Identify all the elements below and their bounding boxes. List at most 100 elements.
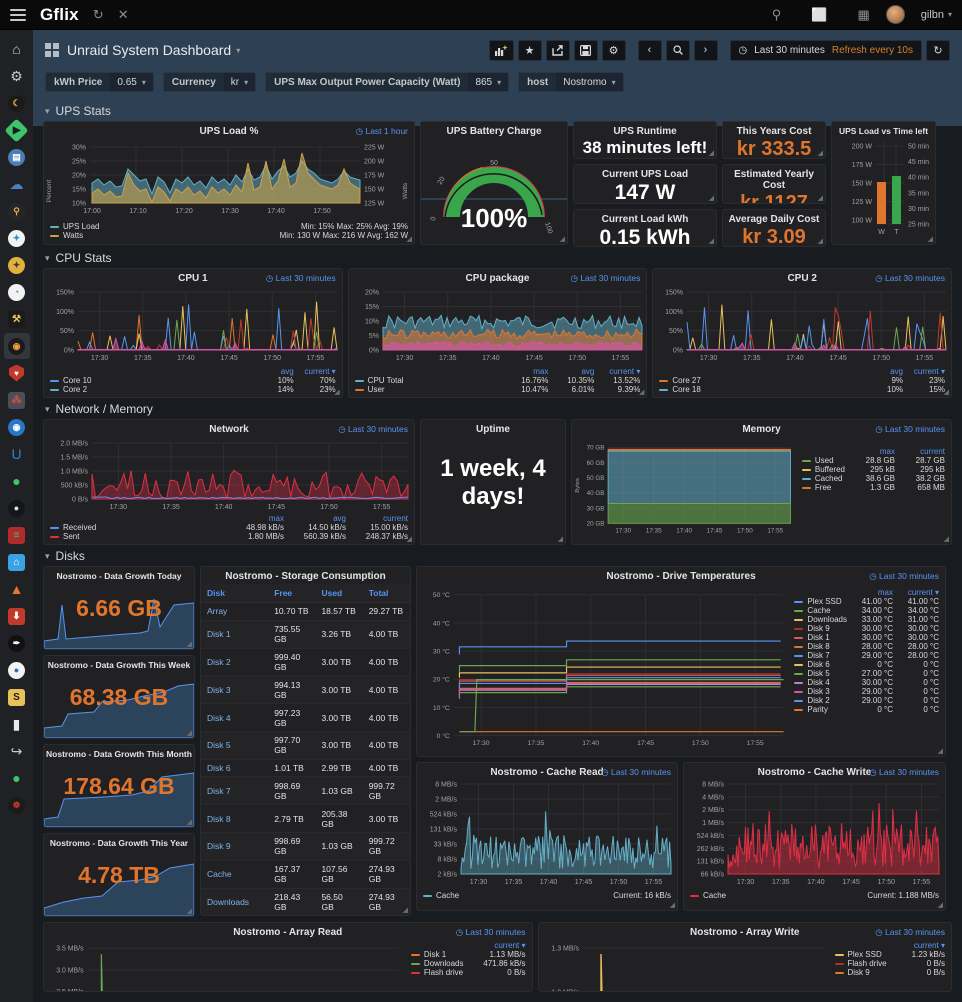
panel-cache-write[interactable]: Nostromo - Cache Write ◷ Last 30 minutes… [683, 762, 946, 911]
legend-item[interactable]: Disk 1 1.13 MB/s [410, 950, 526, 959]
legend-item[interactable]: UPS Load Min: 15% Max: 25% Avg: 19% [50, 222, 408, 231]
resize-handle[interactable]: ◢ [817, 238, 823, 245]
legend-item[interactable]: Disk 4 30.00 °C 0 °C [794, 678, 939, 687]
time-next-button[interactable]: › [693, 39, 718, 61]
panel-estimated-yearly-cost[interactable]: Estimated Yearly Cost kr 1127 ◢ [722, 164, 826, 204]
resize-handle[interactable]: ◢ [669, 902, 675, 909]
plex-icon[interactable]: ▶ [4, 117, 30, 143]
home-assistant-icon[interactable]: ⌂ [4, 549, 30, 575]
panel-cpu-2[interactable]: CPU 2 ◷ Last 30 minutes 150% 100% 50% 0% 17:… [652, 268, 953, 398]
table-column-header[interactable]: Total [362, 584, 410, 603]
legend-item[interactable]: Core 27 9% 23% [659, 376, 945, 385]
resize-handle[interactable]: ◢ [817, 150, 823, 157]
magnet-app-icon[interactable]: U [11, 446, 22, 462]
table-row[interactable]: Array 10.70 TB 18.57 TB 29.27 TB [201, 602, 410, 621]
legend-item[interactable]: Flash drive 0 B/s [834, 959, 945, 968]
radarr-dark-icon[interactable]: ● [4, 495, 30, 521]
portainer-icon[interactable]: ☸ [4, 792, 30, 818]
legend-column-header[interactable]: current ▾ [609, 367, 641, 376]
add-panel-button[interactable] [488, 39, 514, 61]
legend-item[interactable]: Received 48.98 kB/s 14.50 kB/s 15.00 kB/s [50, 523, 408, 532]
resize-handle[interactable]: ◢ [708, 238, 714, 245]
legend-column-header[interactable]: current ▾ [913, 367, 946, 376]
legend-item[interactable]: Downloads 471.86 kB/s [410, 959, 526, 968]
resize-handle[interactable]: ◢ [937, 902, 943, 909]
time-range-picker[interactable]: ◷ Last 30 minutes Refresh every 10s [729, 39, 922, 61]
table-row[interactable]: Disk 7 998.69 GB 1.03 GB 999.72 GB [201, 776, 410, 806]
variable-value[interactable]: kr ▾ [230, 76, 249, 88]
variable-value[interactable]: 0.65 ▾ [117, 76, 146, 88]
search-icon[interactable]: ⚲ [771, 6, 782, 22]
legend-item[interactable]: Cache 34.00 °C 34.00 °C [794, 606, 939, 615]
legend-item[interactable]: Disk 3 29.00 °C 0 °C [794, 687, 939, 696]
shield-red-icon[interactable]: ♥ [4, 360, 30, 386]
resize-handle[interactable]: ◢ [186, 730, 192, 737]
resize-handle[interactable]: ◢ [334, 389, 340, 396]
moon-app-icon[interactable]: ☾ [4, 90, 30, 116]
panel-memory[interactable]: Memory ◷ Last 30 minutes 70 GB 60 GB 50 GB… [571, 419, 952, 545]
panel-array-write[interactable]: Nostromo - Array Write ◷ Last 30 minutes… [537, 922, 952, 992]
variable-value[interactable]: Nostromo ▾ [563, 76, 616, 88]
legend-column-header[interactable]: current ▾ [913, 941, 945, 950]
panel-array-read[interactable]: Nostromo - Array Read ◷ Last 30 minutes … [43, 922, 533, 992]
legend-item[interactable]: Disk 2 29.00 °C 0 °C [794, 696, 939, 705]
legend-item[interactable]: Disk 1 30.00 °C 30.00 °C [794, 633, 939, 642]
table-row[interactable]: Disk 1 735.55 GB 3.26 TB 4.00 TB [201, 620, 410, 649]
sabnzbd-icon[interactable]: S [4, 684, 30, 710]
user-name[interactable]: gilbn [920, 8, 944, 21]
resize-handle[interactable]: ◢ [186, 641, 192, 648]
table-row[interactable]: Cache 167.37 GB 107.56 GB 274.93 GB [201, 860, 410, 889]
variable-host[interactable]: host Nostromo ▾ [518, 72, 624, 92]
table-row[interactable]: Disk 4 997.23 GB 3.00 TB 4.00 TB [201, 703, 410, 732]
legend-item[interactable]: Core 2 14% 23% [50, 385, 336, 394]
resize-handle[interactable]: ◢ [943, 536, 949, 543]
legend-item[interactable]: Used 28.8 GB 28.7 GB [801, 456, 945, 465]
lidarr-icon[interactable]: ≡ [4, 522, 30, 548]
menu-icon[interactable] [10, 6, 26, 24]
legend-item[interactable]: Watts Min: 130 W Max: 216 W Avg: 162 W [50, 231, 408, 240]
legend-column-header[interactable]: avg [333, 514, 346, 523]
legend-item[interactable]: Free 1.3 GB 658 MB [801, 483, 945, 492]
tautulli-icon[interactable]: ▤ [4, 144, 30, 170]
table-column-header[interactable]: Used [315, 584, 363, 603]
legend-column-header[interactable]: max [268, 514, 284, 523]
panel-current-ups-load[interactable]: Current UPS Load 147 W ◢ [573, 164, 717, 204]
legend-item[interactable]: Plex SSD 1.23 kB/s [834, 950, 945, 959]
legend-item[interactable]: Buffered 295 kB 295 kB [801, 465, 945, 474]
chevron-down-icon[interactable]: ▾ [947, 10, 952, 19]
panel-data-growth-2[interactable]: Nostromo - Data Growth This Month 178.64 … [43, 744, 195, 828]
legend-item[interactable]: Cache Current: 16 kB/s [423, 891, 671, 900]
resize-handle[interactable]: ◢ [406, 536, 412, 543]
legend-item[interactable]: Parity 0 °C 0 °C [794, 705, 939, 714]
library-icon[interactable]: ▦ [857, 6, 870, 22]
table-row[interactable]: Downloads 218.43 GB 56.50 GB 274.93 GB [201, 888, 410, 915]
row-header-ups-stats[interactable]: ▾ UPS Stats [33, 100, 962, 121]
table-column-header[interactable]: Disk [201, 584, 269, 603]
cloud-app-icon[interactable]: ☁ [9, 175, 24, 192]
resize-handle[interactable]: ◢ [406, 236, 412, 243]
time-prev-button[interactable]: ‹ [637, 39, 662, 61]
time-zoom-button[interactable] [665, 39, 690, 61]
resize-handle[interactable]: ◢ [943, 389, 950, 396]
legend-item[interactable]: Plex SSD 41.00 °C 41.00 °C [794, 597, 939, 606]
resize-handle[interactable]: ◢ [927, 236, 933, 243]
logout-icon[interactable]: ↪ [10, 742, 23, 759]
search-app-icon[interactable]: ⚲ [4, 198, 30, 224]
eye-app-icon[interactable]: ◉ [4, 414, 30, 440]
legend-item[interactable]: Sent 1.80 MB/s 560.39 kB/s 248.37 kB/s [50, 532, 408, 541]
table-row[interactable]: Disk 8 2.79 TB 205.38 GB 3.00 TB [201, 804, 410, 834]
legend-item[interactable]: Disk 9 30.00 °C 30.00 °C [794, 624, 939, 633]
lifebuoy-white-icon[interactable]: ✦ [4, 225, 30, 251]
legend-column-header[interactable]: current ▾ [907, 588, 939, 597]
panel-average-daily-cost[interactable]: Average Daily Cost kr 3.09 ◢ [722, 209, 826, 247]
resize-handle[interactable]: ◢ [559, 236, 565, 243]
panel-network[interactable]: Network ◷ Last 30 minutes 2.0 MB/s 1.5 MB… [43, 419, 415, 545]
fullscreen-icon[interactable]: ⬜ [811, 6, 828, 22]
row-header-network-memory[interactable]: ▾ Network / Memory [33, 398, 962, 419]
variable-currency[interactable]: Currency kr ▾ [162, 72, 257, 92]
legend-column-header[interactable]: max [879, 447, 895, 456]
resize-handle[interactable]: ◢ [557, 536, 563, 543]
sonarr-icon[interactable]: ● [12, 473, 21, 489]
legend-column-header[interactable]: avg [890, 367, 904, 376]
panel-drive-temperatures[interactable]: Nostromo - Drive Temperatures ◷ Last 30 … [416, 566, 946, 757]
